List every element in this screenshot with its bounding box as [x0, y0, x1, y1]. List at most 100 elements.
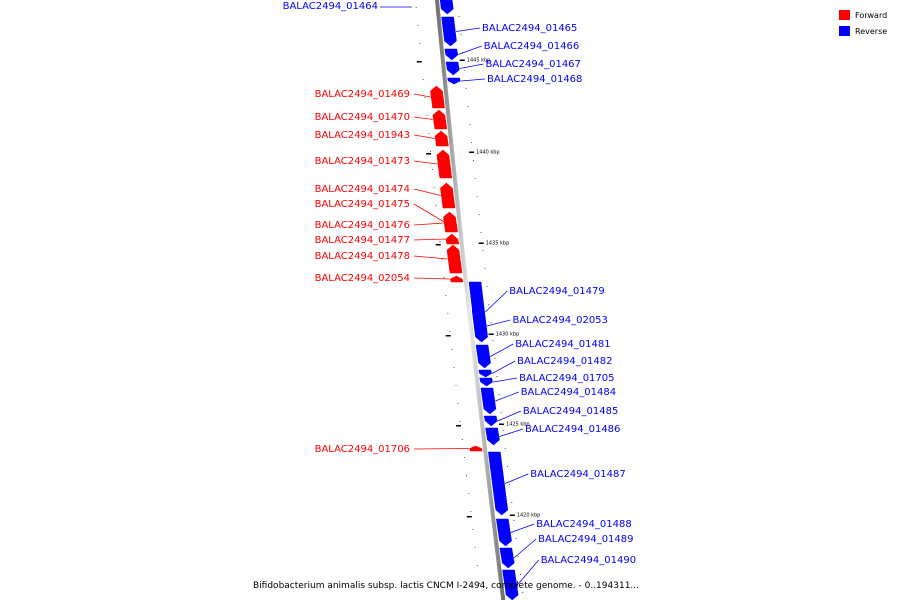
gene-reverse[interactable] [439, 0, 454, 15]
gene-label[interactable]: BALAC2494_01485 [523, 406, 618, 417]
legend: Forward Reverse [839, 10, 887, 36]
gene-forward[interactable] [450, 275, 464, 283]
label-leader [413, 93, 431, 98]
gene-label[interactable]: BALAC2494_01470 [315, 112, 410, 123]
gene-label[interactable]: BALAC2494_01464 [283, 1, 378, 12]
gene-forward[interactable] [430, 85, 445, 109]
gene-track [430, 0, 519, 600]
gene-label[interactable]: BALAC2494_01705 [519, 373, 614, 384]
gene-reverse[interactable] [496, 518, 512, 547]
gene-label[interactable]: BALAC2494_01474 [315, 184, 410, 195]
gene-reverse[interactable] [488, 451, 509, 516]
gene-reverse[interactable] [441, 16, 457, 47]
label-leader [499, 428, 524, 437]
major-tick-marks: 1445 kbp 1440 kbp 1435 kbp 1430 kbp 1425 kbp… [416, 58, 541, 519]
minor-tick [460, 34, 462, 35]
gene-label[interactable]: BALAC2494_01477 [315, 235, 410, 246]
label-leader [492, 360, 516, 374]
gene-label[interactable]: BALAC2494_01482 [517, 356, 612, 367]
minor-tick [431, 169, 433, 170]
minor-tick [445, 295, 447, 296]
label-leader [459, 63, 484, 69]
gene-label[interactable]: BALAC2494_01489 [538, 534, 633, 545]
minor-tick [443, 277, 445, 278]
minor-tick [465, 88, 467, 89]
legend-swatch-forward [839, 10, 850, 20]
gene-label[interactable]: BALAC2494_01487 [530, 469, 625, 480]
minor-tick [517, 556, 519, 557]
gene-forward[interactable] [443, 213, 458, 233]
minor-tick [511, 502, 513, 503]
gene-forward[interactable] [445, 233, 460, 245]
minor-tick [469, 124, 471, 125]
minor-tick [459, 421, 461, 422]
gene-reverse[interactable] [479, 377, 493, 387]
gene-label[interactable]: BALAC2494_01706 [315, 444, 410, 455]
gene-forward[interactable] [436, 149, 453, 179]
minor-tick [509, 484, 511, 485]
minor-tick [447, 313, 449, 314]
label-leader [486, 319, 511, 327]
gene-label[interactable]: BALAC2494_01481 [515, 339, 610, 350]
major-tick [435, 244, 441, 246]
minor-tick [484, 268, 486, 269]
gene-reverse[interactable] [478, 369, 492, 378]
gene-label[interactable]: BALAC2494_01473 [315, 156, 410, 167]
major-tick [488, 333, 494, 335]
gene-reverse[interactable] [485, 427, 500, 446]
gene-label[interactable]: BALAC2494_01465 [482, 23, 577, 34]
gene-label[interactable]: BALAC2494_01469 [315, 89, 410, 100]
gene-reverse[interactable] [499, 547, 515, 569]
tick-label: 1420 kbp [517, 513, 541, 519]
gene-reverse[interactable] [480, 387, 497, 415]
label-leader [493, 377, 518, 383]
minor-tick [520, 574, 521, 575]
major-tick [466, 516, 472, 518]
major-tick [416, 61, 422, 63]
gene-forward[interactable] [440, 182, 456, 209]
gene-label[interactable]: BALAC2494_02053 [513, 315, 608, 326]
gene-reverse[interactable] [471, 309, 488, 343]
minor-tick [433, 187, 435, 188]
gene-label[interactable]: BALAC2494_01466 [484, 41, 579, 52]
gene-reverse[interactable] [444, 48, 459, 61]
gene-reverse[interactable] [483, 415, 498, 427]
legend-label-reverse: Reverse [855, 27, 887, 36]
gene-reverse[interactable] [502, 569, 519, 600]
gene-reverse[interactable] [447, 77, 461, 85]
major-tick [509, 514, 515, 516]
gene-label[interactable]: BALAC2494_02054 [315, 273, 410, 284]
gene-label[interactable]: BALAC2494_01490 [541, 555, 636, 566]
minor-tick [473, 160, 474, 161]
gene-label[interactable]: BALAC2494_01488 [536, 519, 631, 530]
gene-label[interactable]: BALAC2494_01486 [525, 424, 620, 435]
gene-label[interactable]: BALAC2494_01479 [509, 286, 604, 297]
gene-label[interactable]: BALAC2494_01476 [315, 220, 410, 231]
major-tick [478, 242, 484, 244]
gene-forward[interactable] [469, 445, 483, 452]
minor-tick [458, 16, 460, 17]
minor-tick [472, 529, 474, 530]
label-leader [460, 78, 486, 82]
gene-reverse[interactable] [475, 344, 491, 369]
gene-label[interactable]: BALAC2494_01943 [315, 130, 410, 141]
gene-reverse[interactable] [445, 61, 460, 76]
gene-label[interactable]: BALAC2494_01478 [315, 251, 410, 262]
gene-label[interactable]: BALAC2494_01475 [315, 199, 410, 210]
label-leader [497, 410, 522, 422]
gene-label[interactable]: BALAC2494_01484 [521, 387, 616, 398]
label-leader [495, 391, 519, 402]
tick-label: 1445 kbp [467, 58, 491, 64]
label-leader [413, 277, 450, 280]
gene-label[interactable]: BALAC2494_01468 [487, 74, 582, 85]
gene-forward[interactable] [446, 244, 463, 274]
gene-label[interactable]: BALAC2494_01467 [486, 59, 581, 70]
minor-tick [457, 403, 459, 404]
gene-forward[interactable] [432, 109, 448, 130]
label-leader [413, 448, 469, 450]
minor-tick [470, 511, 472, 512]
gene-forward[interactable] [434, 130, 449, 147]
label-leader [413, 116, 433, 120]
minor-tick [461, 439, 463, 440]
minor-tick [435, 205, 437, 206]
